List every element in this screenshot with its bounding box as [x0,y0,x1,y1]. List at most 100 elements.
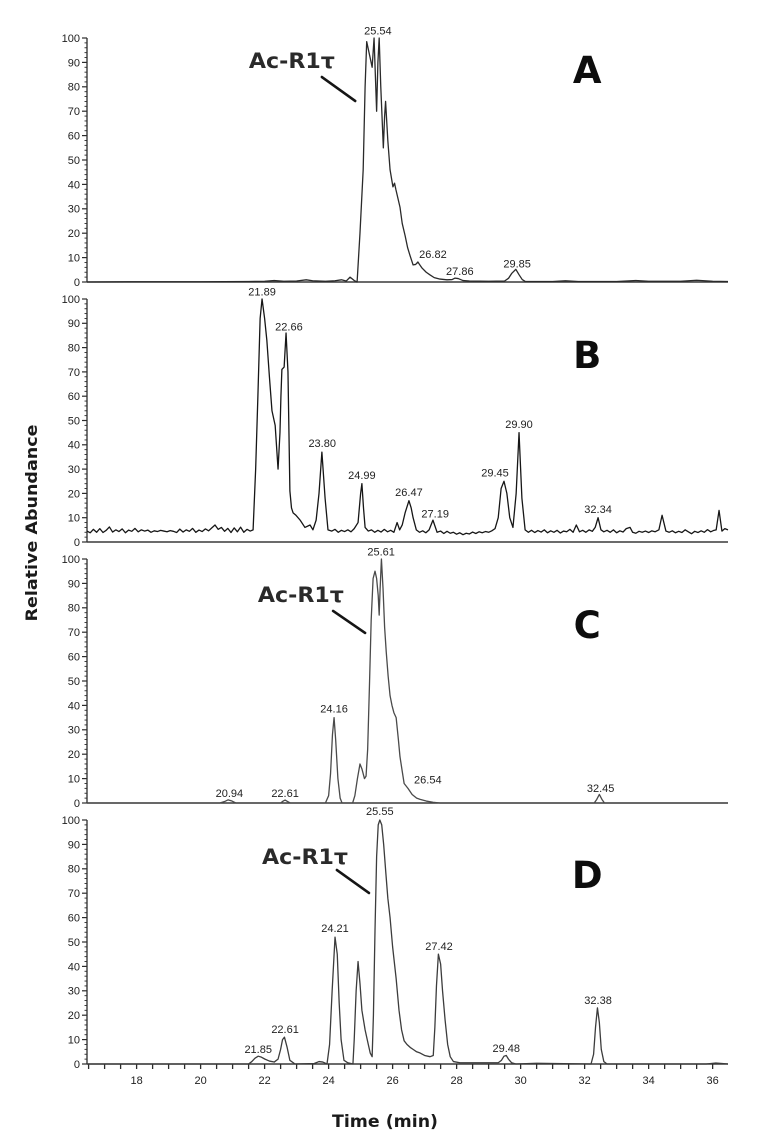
y-tick-label: 30 [68,204,80,216]
peak-annotation: Ac-R1τ [249,49,357,103]
chromatogram-trace [87,558,728,804]
x-tick-label: 24 [322,1075,334,1087]
x-tick-label: 34 [643,1075,655,1087]
y-tick-label: 10 [68,1035,80,1047]
y-tick-label: 10 [68,513,80,525]
panel-letter: B [573,334,601,377]
peak-label: 32.34 [584,504,612,516]
y-tick-label: 0 [74,277,80,289]
y-tick-label: 90 [68,57,80,69]
peak-label: 25.55 [366,806,394,818]
chart-panels: 010203040506070809010025.5426.8227.8629.… [62,25,729,1087]
y-tick-label: 60 [68,652,80,664]
y-tick-label: 30 [68,464,80,476]
y-tick-label: 80 [68,603,80,615]
y-tick-label: 100 [62,294,80,306]
y-tick-label: 40 [68,700,80,712]
y-tick-label: 80 [68,864,80,876]
peak-label: 22.61 [271,788,299,800]
peak-label: 20.94 [216,788,244,800]
chart-panel-a: 0 10 20 30 40 50 60 70 80 90 100 25.54 26.82 27.86 29.… [62,25,729,289]
peak-label: 29.90 [505,419,533,431]
y-tick-label: 10 [68,253,80,265]
y-tick-label: 60 [68,391,80,403]
y-tick-label: 80 [68,82,80,94]
y-axis: 0 10 20 30 40 50 60 70 80 90 100 [62,33,88,289]
y-tick-label: 50 [68,415,80,427]
panel-letter: D [572,854,603,897]
y-tick-label: 90 [68,318,80,330]
peak-label: 29.45 [481,467,509,479]
peak-label: 27.86 [446,266,474,278]
y-tick-label: 30 [68,725,80,737]
y-tick-label: 50 [68,155,80,167]
annotation-label: Ac-R1τ [258,583,344,607]
chromatogram-trace [87,819,729,1065]
annotation-pointer-line [320,75,357,103]
y-tick-label: 20 [68,1010,80,1022]
peak-annotation: Ac-R1τ [258,583,367,635]
peak-label: 26.47 [395,487,423,499]
x-tick-label: 32 [579,1075,591,1087]
y-tick-label: 70 [68,367,80,379]
y-tick-label: 100 [62,815,80,827]
y-tick-label: 100 [62,554,80,566]
y-tick-label: 40 [68,961,80,973]
x-tick-label: 26 [386,1075,398,1087]
peak-label: 24.16 [320,704,348,716]
peak-label: 26.82 [419,249,447,261]
peak-label: 27.42 [425,941,453,953]
y-tick-label: 0 [74,798,80,810]
y-tick-label: 20 [68,228,80,240]
panel-letter: A [573,49,602,92]
peak-label: 25.61 [367,546,395,558]
y-tick-label: 90 [68,578,80,590]
peak-label: 21.89 [248,286,276,298]
y-tick-label: 80 [68,343,80,355]
x-tick-label: 20 [194,1075,206,1087]
y-tick-label: 20 [68,488,80,500]
x-tick-label: 18 [130,1075,142,1087]
y-tick-label: 70 [68,888,80,900]
annotation-label: Ac-R1τ [249,49,335,73]
chromatogram-trace [86,298,729,536]
chart-panel-d: 0 10 20 30 40 50 60 70 80 90 100 18 20 22 24 26 28 30 32 34… [62,806,729,1087]
y-tick-label: 70 [68,106,80,118]
y-tick-label: 10 [68,774,80,786]
peak-label: 21.85 [244,1044,272,1056]
chart-panel-b: 0 10 20 30 40 50 60 70 80 90 100 21.89 22.66 23.80 24.… [62,286,729,549]
peak-label: 32.38 [584,995,612,1007]
y-tick-label: 50 [68,937,80,949]
peak-label: 24.21 [321,923,349,935]
annotation-pointer-line [331,609,367,635]
y-tick-label: 40 [68,179,80,191]
peak-annotation: Ac-R1τ [262,845,371,895]
y-tick-label: 70 [68,627,80,639]
y-tick-label: 90 [68,839,80,851]
peak-label: 24.99 [348,470,376,482]
y-axis: 0 10 20 30 40 50 60 70 80 90 100 [62,294,88,549]
annotation-pointer-line [335,868,371,895]
panel-letter: C [574,604,601,647]
x-tick-label: 36 [707,1075,719,1087]
peak-label: 32.45 [587,783,615,795]
y-tick-label: 20 [68,749,80,761]
y-tick-label: 100 [62,33,80,45]
peak-label: 26.54 [414,774,442,786]
chart-panel-c: 0 10 20 30 40 50 60 70 80 90 100 20.94 22.61 24.16 25.… [62,546,728,810]
y-axis: 0 10 20 30 40 50 60 70 80 90 100 [62,554,88,810]
peak-label: 22.61 [271,1024,299,1036]
y-tick-label: 0 [74,537,80,549]
peak-label: 23.80 [308,438,336,450]
y-tick-label: 50 [68,676,80,688]
peak-label: 29.85 [503,258,531,270]
y-axis: 0 10 20 30 40 50 60 70 80 90 100 [62,815,88,1071]
x-tick-label: 22 [258,1075,270,1087]
y-tick-label: 30 [68,986,80,998]
x-axis-title: Time (min) [332,1112,438,1132]
peak-label: 22.66 [275,322,303,334]
y-tick-label: 60 [68,913,80,925]
peak-label: 29.48 [492,1043,520,1055]
